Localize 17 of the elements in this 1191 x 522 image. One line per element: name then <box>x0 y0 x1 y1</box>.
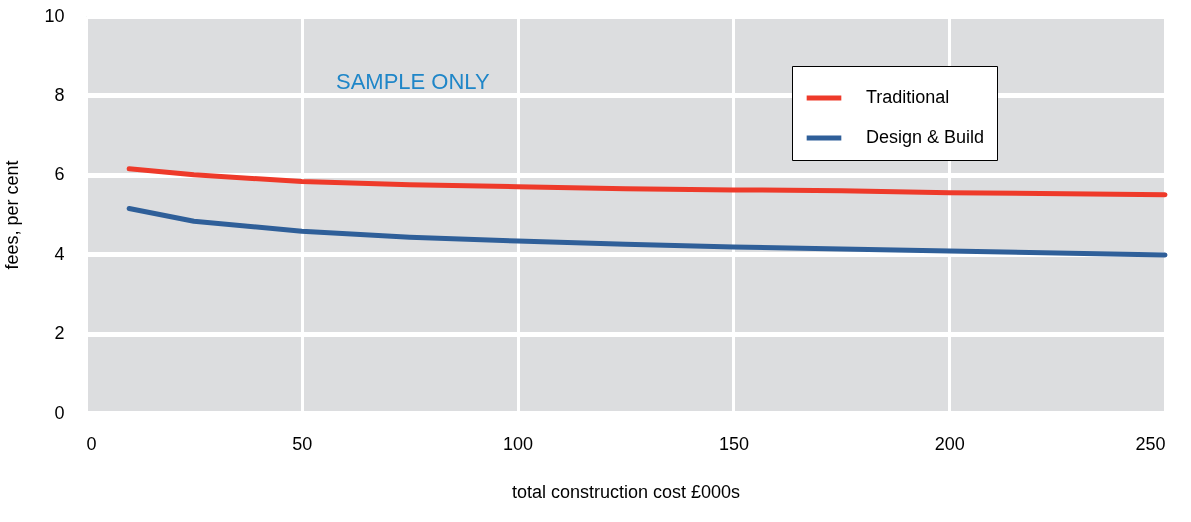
x-tick-label: 0 <box>86 433 97 454</box>
annotation: SAMPLE ONLY <box>336 69 490 94</box>
y-tick-label: 10 <box>44 5 65 26</box>
x-axis-title: total construction cost £000s <box>511 481 741 502</box>
x-tick-label: 200 <box>934 433 965 454</box>
y-tick-label: 8 <box>54 84 65 105</box>
x-tick-label: 100 <box>503 433 534 454</box>
y-tick-label: 2 <box>54 323 65 344</box>
x-tick-label: 50 <box>292 433 313 454</box>
y-tick-label: 4 <box>54 243 65 264</box>
x-tick-label: 250 <box>1135 433 1166 454</box>
legend-label: Traditional <box>866 87 950 107</box>
y-axis-title: fees, per cent <box>2 160 23 270</box>
legend-label: Design & Build <box>866 127 985 147</box>
y-tick-label: 6 <box>54 164 65 185</box>
x-tick-label: 150 <box>718 433 749 454</box>
y-tick-label: 0 <box>54 402 65 423</box>
